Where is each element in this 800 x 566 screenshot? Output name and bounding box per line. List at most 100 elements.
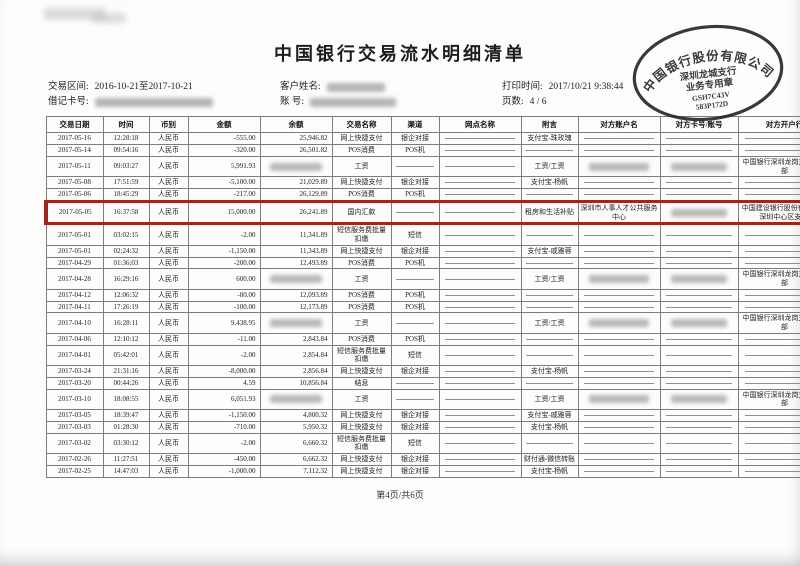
table-row: 2017-04-28 16:29:16 人民币 600.00 工资 工资/工资 中国银行深圳… <box>45 268 800 290</box>
redacted-value <box>670 162 728 171</box>
table-cell: 6,662.32 <box>259 453 333 466</box>
redacted-value <box>588 162 650 171</box>
table-cell <box>438 256 522 270</box>
table-cell: 人民币 <box>148 144 189 157</box>
table-cell <box>659 332 739 346</box>
table-cell: 人民币 <box>148 332 189 346</box>
table-cell: 2017-03-03 <box>45 420 104 434</box>
table-cell: 12,173.89 <box>259 300 333 314</box>
table-cell <box>737 409 800 422</box>
table-row: 2017-04-29 01:36:03 人民币 -200.00 12,493.89 POS… <box>45 256 800 270</box>
empty-dash <box>744 138 800 140</box>
empty-dash <box>584 354 654 356</box>
table-cell <box>737 176 800 190</box>
table-cell: 工资 <box>331 268 392 290</box>
table-cell: 2017-03-20 <box>45 376 104 390</box>
table-cell <box>520 332 579 346</box>
table-row: 2017-05-08 17:51:59 人民币 -5,100.00 21,029.89 网… <box>45 176 800 190</box>
table-cell <box>577 376 661 390</box>
scan-artifact <box>92 13 126 23</box>
table-cell <box>737 432 800 455</box>
table-cell <box>438 388 522 411</box>
debit-card-field: 借记卡号: <box>48 95 280 110</box>
empty-dash <box>584 150 654 152</box>
table-cell: 工资/工资 <box>520 312 579 334</box>
table-cell: POS消费 <box>331 288 392 302</box>
table-row: 2017-03-05 18:39:47 人民币 -1,150.00 4,800.32 网上… <box>45 409 800 422</box>
table-cell: 银企对接 <box>390 464 440 478</box>
empty-dash <box>526 354 573 356</box>
empty-dash <box>744 306 800 308</box>
table-cell <box>659 244 739 258</box>
table-row: 2017-05-01 03:02:15 人民币 -2.00 11,341.89 短信服务费… <box>45 223 800 246</box>
table-cell <box>577 409 661 422</box>
table-cell: 工资 <box>331 388 392 411</box>
empty-dash <box>744 382 800 384</box>
table-cell: 银企对接 <box>390 453 440 466</box>
table-cell <box>438 432 522 455</box>
table-cell <box>659 420 739 434</box>
table-cell: 2017-05-14 <box>45 144 104 157</box>
empty-dash <box>395 382 435 384</box>
table-cell <box>737 376 800 390</box>
table-cell <box>737 300 800 314</box>
empty-dash <box>445 182 515 184</box>
table-cell: 26,129.89 <box>259 188 333 202</box>
table-cell: POS机 <box>390 256 440 270</box>
table-cell: 工资/工资 <box>520 155 579 178</box>
table-cell: 2017-04-28 <box>45 268 104 290</box>
table-cell: 人民币 <box>148 268 189 290</box>
table-cell: 人民币 <box>148 388 189 411</box>
empty-dash <box>666 194 732 196</box>
empty-dash <box>526 382 573 384</box>
table-cell <box>659 155 739 178</box>
table-cell: 短信服务费批量扣缴 <box>331 223 392 246</box>
table-cell <box>737 188 800 202</box>
table-row: 2017-05-01 02:24:32 人民币 -1,150.00 11,343.89 网… <box>45 244 800 258</box>
column-header: 对方账户名 <box>577 115 661 134</box>
table-cell <box>659 344 739 367</box>
transactions-table: 交易日期 时间 币别 金额 余额 交易名称 渠道 网点名称 附言 对方账户名 对方卡号/账号 对方开户… <box>44 115 800 478</box>
table-cell: 2017-04-01 <box>45 344 104 367</box>
table-cell <box>737 344 800 367</box>
table-row: 2017-05-14 09:54:16 人民币 -320.00 26,501.82 POS… <box>45 144 800 157</box>
empty-dash <box>666 382 732 384</box>
table-cell: 结息 <box>331 376 392 390</box>
empty-dash <box>666 426 732 428</box>
empty-dash <box>445 415 515 417</box>
table-row: 2017-03-03 01:28:30 人民币 -710.00 5,950.32 网上快捷… <box>45 420 800 434</box>
table-cell: 人民币 <box>148 199 189 226</box>
table-cell: 网上快捷支付 <box>331 420 392 434</box>
account-number-redacted-value <box>310 98 397 107</box>
account-number-field: 账 号: <box>280 95 502 110</box>
table-cell: -2.00 <box>187 223 261 246</box>
empty-dash <box>666 415 732 417</box>
empty-dash <box>445 322 515 324</box>
table-cell <box>520 376 579 390</box>
table-cell: 银企对接 <box>390 244 440 258</box>
table-cell: POS机 <box>390 144 440 157</box>
table-cell: 人民币 <box>148 453 189 466</box>
table-cell <box>520 300 579 314</box>
table-cell <box>659 144 739 157</box>
empty-dash <box>744 338 800 340</box>
column-header: 交易名称 <box>331 115 392 134</box>
table-cell <box>438 332 522 346</box>
empty-dash <box>744 415 800 417</box>
table-cell: 人民币 <box>148 176 189 190</box>
table-cell: 4,800.32 <box>259 409 333 422</box>
table-cell: 6,660.32 <box>259 432 333 455</box>
table-cell: -1,000.00 <box>187 464 261 478</box>
table-cell <box>659 199 739 226</box>
table-cell <box>737 132 800 146</box>
empty-dash <box>445 262 515 264</box>
table-cell <box>737 453 800 466</box>
table-cell: 2017-03-10 <box>45 388 104 411</box>
table-row: 2017-04-12 12:06:32 人民币 -80.00 12,093.89 POS消… <box>45 288 800 302</box>
table-cell <box>737 244 800 258</box>
table-cell: 人民币 <box>148 365 189 378</box>
empty-dash <box>744 426 800 428</box>
table-cell: 21,029.89 <box>259 176 333 190</box>
table-cell <box>577 344 661 367</box>
empty-dash <box>445 382 515 384</box>
